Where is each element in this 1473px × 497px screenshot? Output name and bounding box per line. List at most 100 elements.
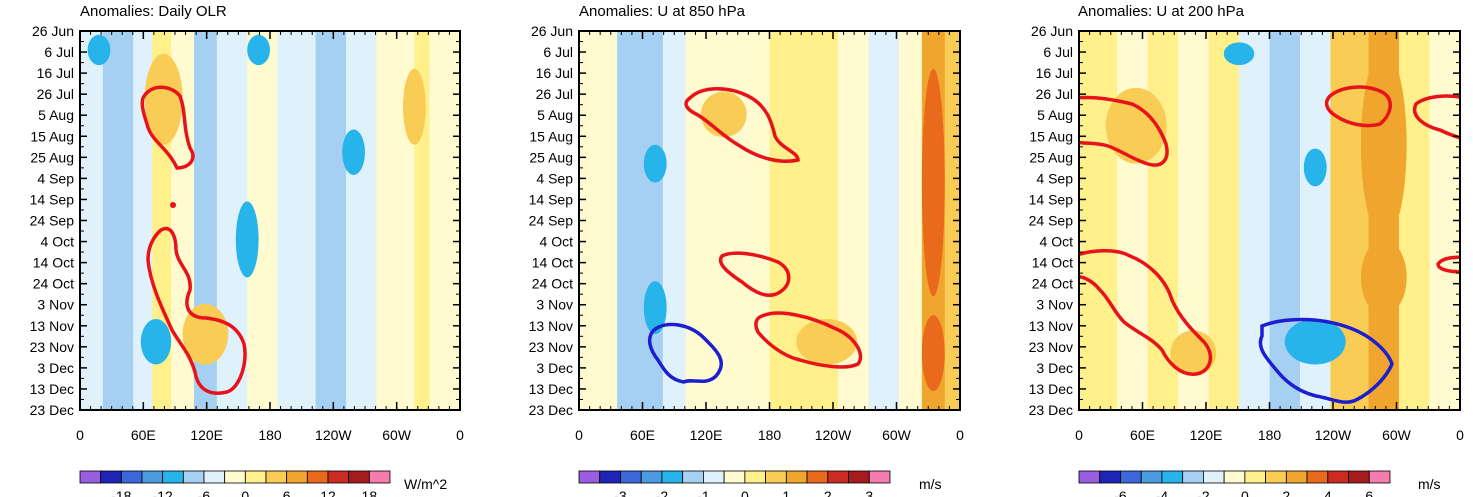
- colorbar-swatch: [1306, 470, 1329, 484]
- x-tick-label: 120E: [1190, 427, 1223, 443]
- colorbar-label: -2: [656, 488, 669, 497]
- colorbar-swatch: [785, 470, 808, 484]
- colorbar-swatch: [806, 470, 829, 484]
- contour-positive-dot: [170, 202, 176, 208]
- field-band: [868, 31, 900, 410]
- shaded-field: [579, 31, 960, 410]
- x-tick-label: 0: [575, 427, 583, 443]
- colorbar-swatch: [661, 470, 684, 484]
- y-tick-label: 4 Oct: [41, 234, 75, 250]
- shaded-field: [80, 31, 460, 410]
- colorbar-swatch: [244, 470, 267, 484]
- contour-positive: [1079, 95, 1169, 167]
- y-tick-label: 13 Nov: [529, 318, 573, 334]
- panel-u200: Anomalies: U at 200 hPa 26 Jun 6 Jul 16 Ju…: [1029, 3, 1464, 497]
- field-blob: [1360, 239, 1407, 316]
- colorbar-label: -1: [697, 488, 710, 497]
- y-tick-label: 15 Aug: [529, 128, 573, 144]
- field-blob: [403, 68, 426, 145]
- y-tick-label: 14 Sep: [529, 191, 574, 207]
- colorbar-label: -6: [1114, 488, 1127, 497]
- contour-positive: [1436, 255, 1460, 274]
- colorbar-swatch: [1348, 470, 1370, 484]
- colorbar-swatch: [765, 470, 787, 484]
- contour-negative: [647, 322, 723, 384]
- x-tick-label: 120W: [315, 427, 352, 443]
- colorbar-swatch: [1327, 470, 1349, 484]
- field-band: [102, 31, 134, 410]
- contour-positive: [146, 226, 247, 395]
- colorbar-label: 1: [782, 488, 790, 497]
- colorbar-swatch: [744, 470, 766, 484]
- y-tick-label: 24 Oct: [33, 276, 74, 292]
- y-tick-label: 26 Jul: [1036, 86, 1073, 102]
- axes: 26 Jun 6 Jul 16 Jul 26 Jul 5 Aug 15 Aug 25 Aug…: [529, 23, 964, 443]
- colorbar-label: 3: [865, 488, 873, 497]
- field-band: [731, 31, 771, 410]
- y-tick-label: 24 Oct: [1032, 276, 1073, 292]
- y-tick-label: 3 Nov: [536, 297, 573, 313]
- y-tick-label: 26 Jul: [37, 86, 74, 102]
- colorbar-swatch: [682, 470, 704, 484]
- x-tick-label: 120W: [815, 427, 852, 443]
- field-band: [80, 31, 104, 410]
- field-blob: [87, 34, 111, 66]
- y-tick-label: 3 Nov: [1036, 297, 1073, 313]
- field-band: [1239, 31, 1271, 410]
- colorbar-label: 4: [1324, 488, 1332, 497]
- shaded-field: [1079, 31, 1460, 410]
- x-tick-label: 180: [1258, 427, 1282, 443]
- colorbar-swatch: [203, 470, 226, 484]
- y-tick-label: 14 Oct: [532, 255, 573, 271]
- y-tick-label: 26 Jun: [32, 23, 74, 39]
- y-tick-label: 15 Aug: [1029, 128, 1073, 144]
- colorbar-swatch: [79, 470, 102, 484]
- y-tick-label: 5 Aug: [38, 107, 74, 123]
- field-blob: [140, 319, 172, 365]
- y-tick-label: 16 Jul: [536, 65, 573, 81]
- x-tick-label: 0: [1456, 427, 1464, 443]
- y-tick-label: 4 Sep: [1036, 170, 1073, 186]
- field-blob: [235, 201, 259, 278]
- y-tick-label: 26 Jul: [536, 86, 573, 102]
- field-blob: [1303, 148, 1327, 187]
- field-blob: [144, 53, 183, 145]
- x-tick-label: 180: [258, 427, 282, 443]
- colorbar-swatch: [306, 470, 329, 484]
- x-tick-label: 60W: [1382, 427, 1412, 443]
- contour-positive: [718, 251, 791, 297]
- y-tick-label: 5 Aug: [537, 107, 573, 123]
- contour-lines: [140, 85, 247, 395]
- colorbar-swatch: [848, 470, 870, 484]
- colorbar-swatch: [620, 470, 642, 484]
- field-blob: [342, 129, 365, 176]
- field-band: [277, 31, 317, 410]
- contour-positive: [140, 85, 195, 170]
- x-tick-label: 60E: [630, 427, 655, 443]
- contour-positive: [754, 311, 863, 369]
- colorbar-units: m/s: [919, 476, 942, 492]
- colorbar-swatch: [1223, 470, 1246, 484]
- y-tick-label: 4 Sep: [37, 170, 74, 186]
- field-blob: [1105, 87, 1167, 164]
- x-tick-label: 120E: [190, 427, 223, 443]
- colorbar-label: -12: [153, 488, 173, 497]
- field-blob: [921, 68, 945, 297]
- colorbar-swatch: [599, 470, 621, 484]
- y-tick-label: 13 Nov: [30, 318, 74, 334]
- colorbar-swatch: [1140, 470, 1163, 484]
- colorbar-label: 0: [1241, 488, 1249, 497]
- y-tick-label: 16 Jul: [37, 65, 74, 81]
- field-band: [346, 31, 377, 410]
- colorbar-label: 2: [824, 488, 832, 497]
- colorbar-label: -3: [614, 488, 627, 497]
- y-tick-label: 23 Dec: [529, 402, 573, 418]
- contour-negative: [1258, 317, 1394, 404]
- colorbar-label: 18: [362, 488, 378, 497]
- y-tick-label: 6 Jul: [1043, 44, 1073, 60]
- axes: 26 Jun 6 Jul 16 Jul 26 Jul 5 Aug 15 Aug 25 Aug…: [30, 23, 464, 443]
- colorbar-swatch: [1099, 470, 1121, 484]
- y-tick-label: 24 Oct: [532, 276, 573, 292]
- x-tick-label: 60W: [882, 427, 912, 443]
